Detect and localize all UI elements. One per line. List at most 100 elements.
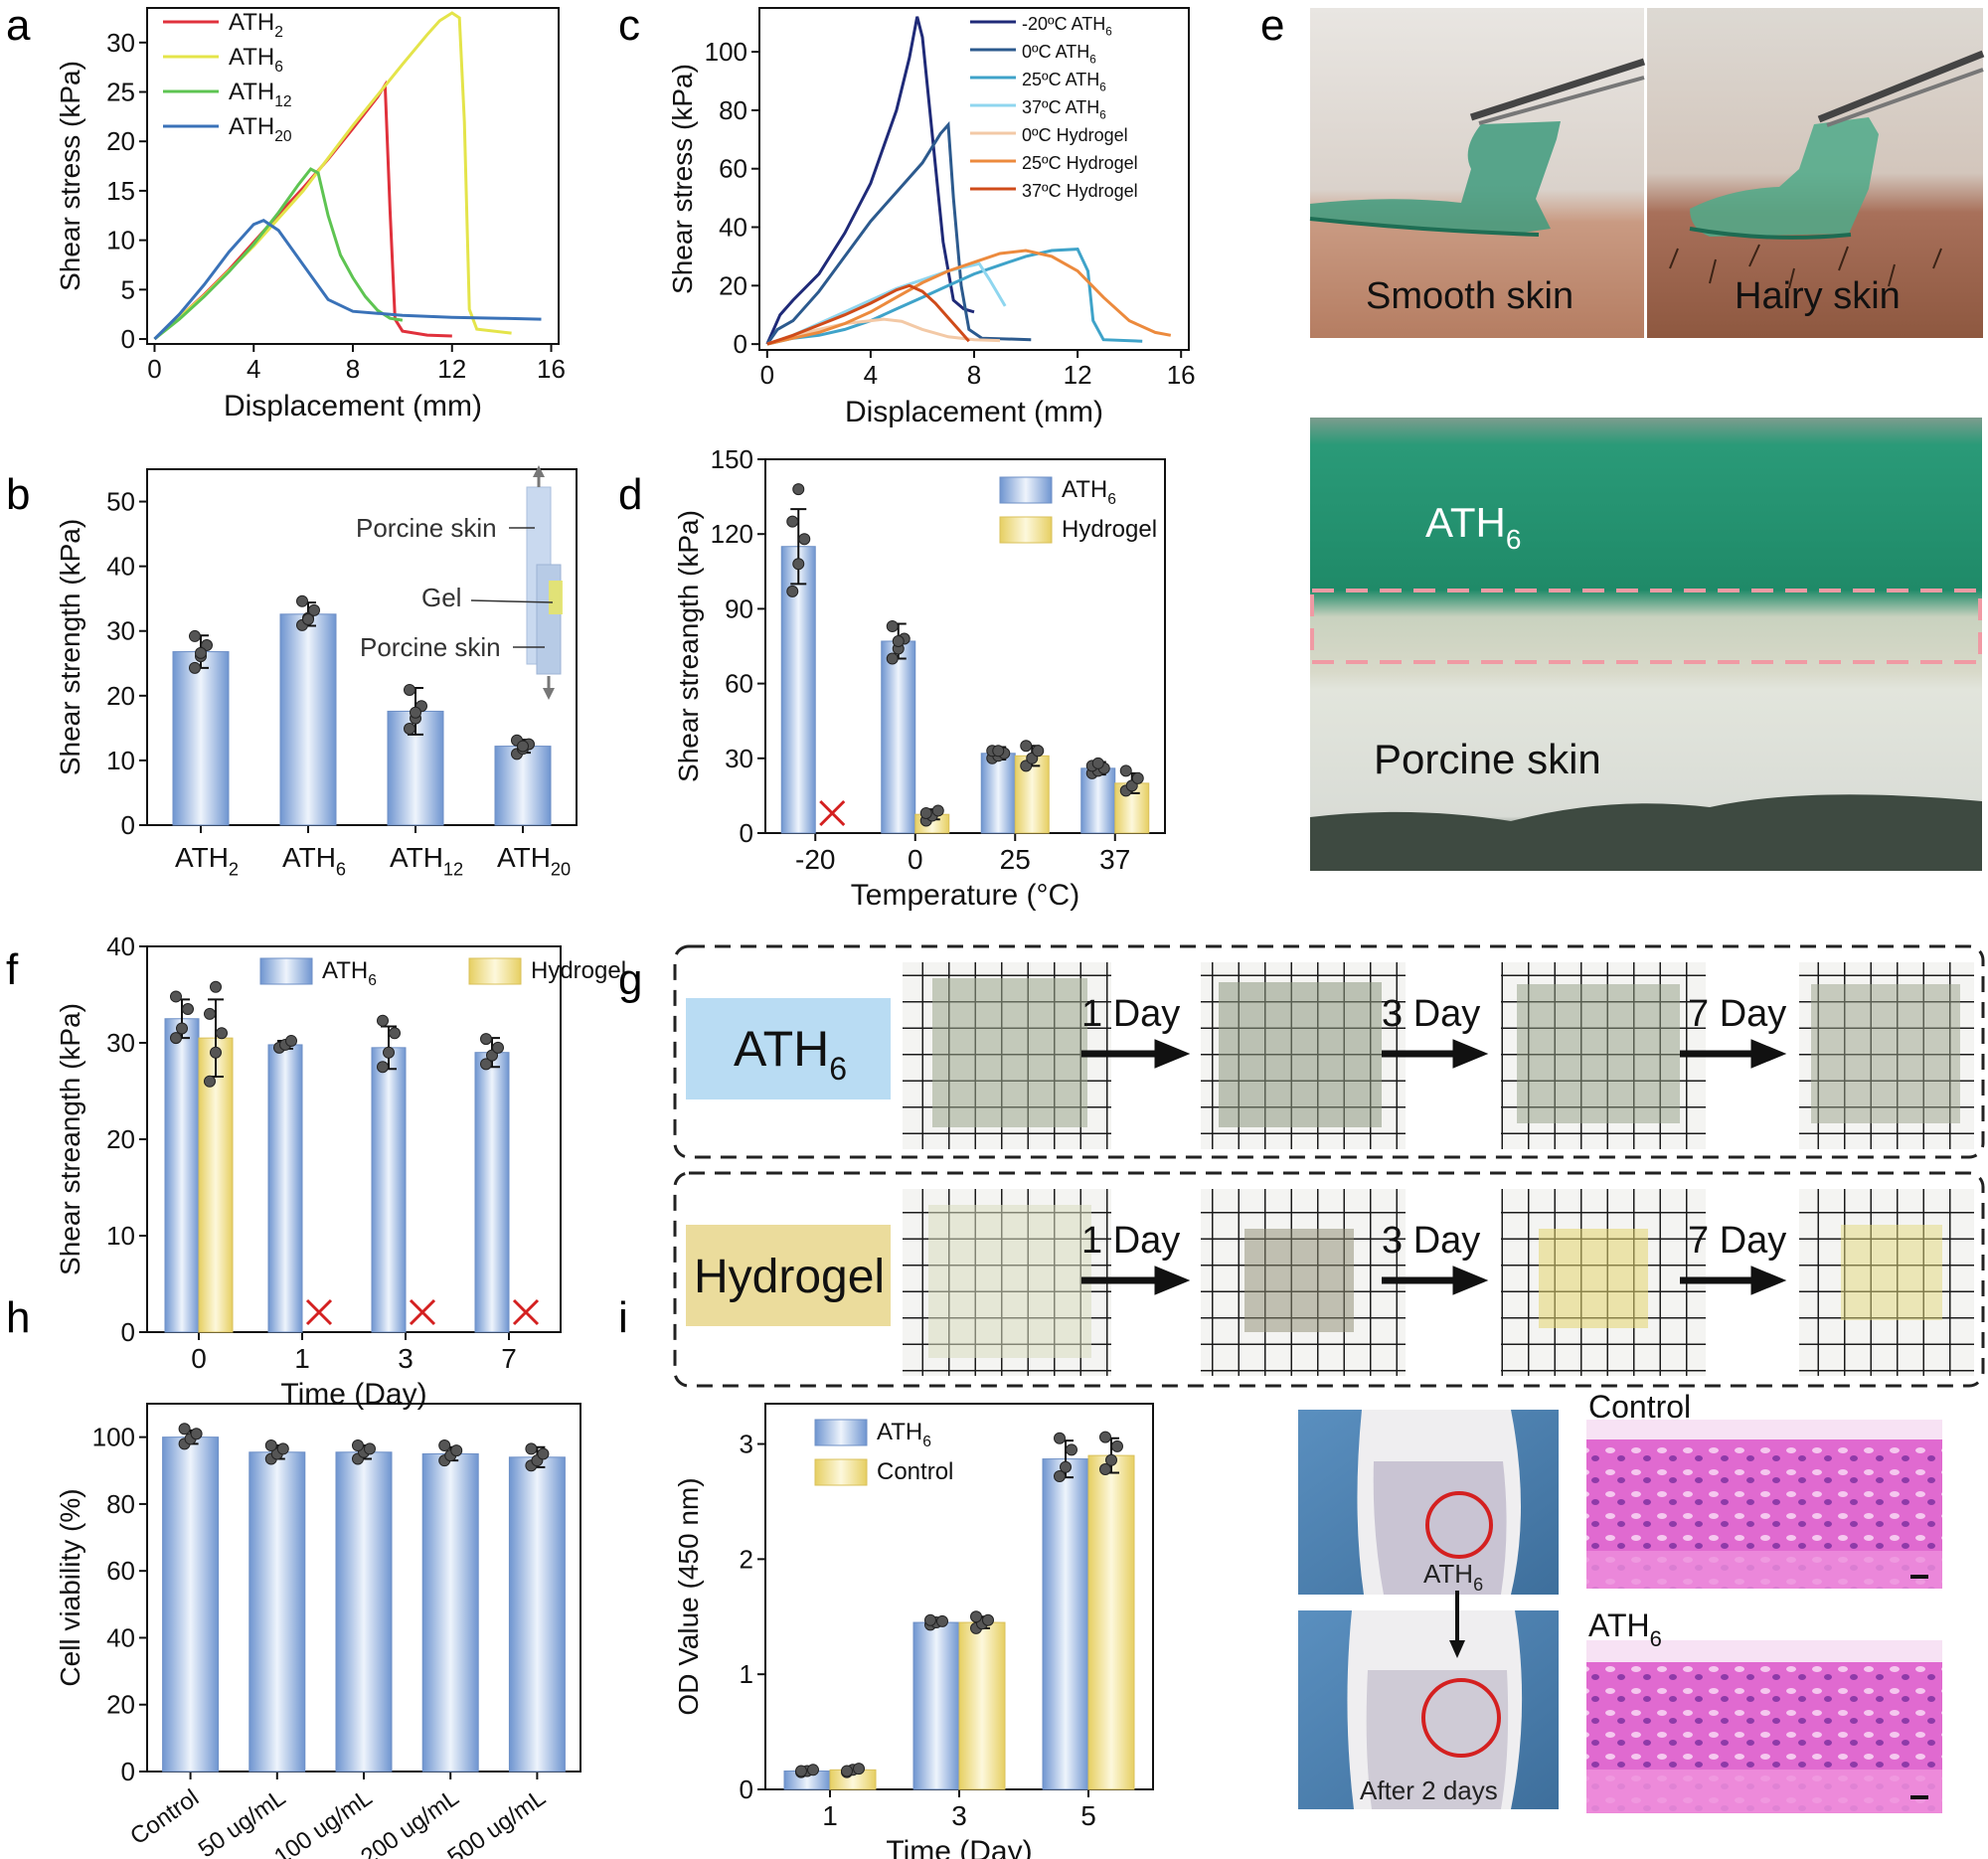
chart-h-ytick-label: 0 — [121, 1757, 135, 1786]
chart-c-series-line — [766, 283, 970, 346]
chart-d-data-point — [931, 804, 944, 817]
chart-c-series-line — [766, 248, 1143, 346]
chart-f-data-point — [170, 1032, 182, 1045]
chart-b-bar — [172, 651, 230, 826]
chart-f-data-point — [182, 1003, 194, 1016]
grid-photo-ath-day1 — [1201, 962, 1406, 1149]
chart-d-data-point — [1020, 740, 1033, 753]
chart-c-ytick-label: 0 — [734, 329, 747, 359]
chart-c-ytick-label: 80 — [719, 95, 747, 125]
group-box-ath — [673, 944, 1985, 1159]
chart-h-data-point — [525, 1442, 538, 1455]
panel-label-g: g — [618, 955, 642, 1004]
chart-i-data-point — [1105, 1453, 1117, 1466]
chart-a-ytick-label: 10 — [106, 226, 135, 255]
chart-i-legend-swatch — [814, 1458, 868, 1486]
chart-d-data-point — [886, 652, 899, 665]
chart-f-data-point — [383, 1046, 395, 1059]
chart-h-bar — [508, 1456, 566, 1773]
chart-d-xtick-label: 37 — [1099, 844, 1130, 875]
chart-i-bar — [958, 1621, 1006, 1790]
day-label-hydrogel-3: 3 Day — [1382, 1220, 1480, 1262]
chart-c-legend-label: 25ºC ATH6 — [1022, 70, 1106, 93]
chart-i-y-axis-label: OD Value (450 nm) — [673, 1477, 704, 1715]
chart-i-ytick-label: 1 — [740, 1659, 753, 1689]
chart-d-failed-cross — [819, 799, 846, 827]
chart-h-data-point — [264, 1439, 277, 1452]
chart-a-legend-label: ATH20 — [229, 113, 292, 145]
chart-i-data-point — [1111, 1439, 1123, 1452]
photo-hairy-skin: Hairy skin — [1647, 8, 1985, 338]
chart-a-series-line — [153, 167, 404, 341]
chart-i-xtick-label: 1 — [822, 1800, 838, 1831]
day-label-hydrogel-7: 7 Day — [1688, 1220, 1786, 1262]
chart-f-bar — [371, 1047, 407, 1333]
grid-photo-ath-day7 — [1799, 962, 1974, 1149]
chart-d-ytick-label: 60 — [725, 669, 753, 699]
chart-i-data-point — [924, 1613, 936, 1626]
chart-c-xtick-label: 12 — [1064, 360, 1092, 390]
chart-f-data-point — [377, 1061, 389, 1074]
chart-c-legend-label: 37ºC ATH6 — [1022, 97, 1106, 121]
chart-b-data-point — [296, 594, 308, 607]
chart-h-bar — [335, 1451, 393, 1773]
panel-label-a: a — [6, 1, 31, 50]
chart-h-xtick-label: 500 ug/mL — [442, 1784, 550, 1859]
chart-i-xtick-label: 3 — [951, 1800, 967, 1831]
chart-f-data-point — [210, 980, 222, 993]
chart-f-bar — [164, 1018, 200, 1333]
photo-mouse-after-2-days: After 2 days — [1298, 1610, 1559, 1809]
chart-i-data-point — [795, 1765, 807, 1777]
label-hairy-skin: Hairy skin — [1735, 275, 1901, 317]
chart-h-bar — [421, 1452, 479, 1773]
chart-a-xtick-label: 12 — [437, 354, 466, 384]
chart-a-ytick-label: 0 — [121, 324, 135, 354]
panel-label-b: b — [6, 470, 30, 519]
chart-i-bar — [912, 1621, 960, 1790]
chart-i-data-point — [1054, 1432, 1066, 1444]
chart-c-legend-label: 37ºC Hydrogel — [1022, 181, 1138, 201]
chart-d-data-point — [892, 634, 905, 647]
chart-h-data-point — [364, 1442, 376, 1455]
chart-i-ytick-label: 2 — [740, 1544, 753, 1574]
day-label-ath-3: 3 Day — [1382, 993, 1480, 1035]
chart-d-bar — [780, 546, 816, 834]
chart-c-xtick-label: 0 — [760, 360, 774, 390]
grid-photo-ath-day3 — [1501, 962, 1706, 1149]
chart-i-data-point — [853, 1763, 865, 1775]
chart-a-series-line — [153, 11, 512, 341]
chart-d-data-point — [786, 585, 799, 597]
chart-a-legend-label: ATH6 — [229, 44, 283, 76]
arrows-panel-g — [1081, 1039, 1787, 1295]
label-ath-row: ATH6 — [734, 1021, 847, 1087]
chart-d-ytick-label: 30 — [725, 744, 753, 773]
chart-d-legend-label: ATH6 — [1062, 476, 1116, 508]
chart-h-ytick-label: 100 — [92, 1423, 135, 1452]
chart-a-series-line — [153, 219, 542, 341]
chart-c-series-line — [765, 120, 1032, 345]
chart-f-data-point — [389, 1027, 401, 1040]
grid-photo-hydrogel-day3 — [1501, 1189, 1706, 1376]
chart-b-data-point — [201, 639, 213, 652]
photo-cross-section: ATH6 Porcine skin — [1310, 418, 1982, 871]
chart-f-data-point — [480, 1033, 492, 1046]
chart-h-y-axis-label: Cell viability (%) — [55, 1488, 85, 1686]
chart-i-od-value: 0 1 2 3 OD Value (450 nm) Time (Day) 1 3 5 ATH6 Co… — [673, 1403, 1154, 1859]
chart-i-data-point — [1060, 1460, 1072, 1473]
chart-f-bar — [198, 1037, 234, 1333]
grid-photo-ath-day0 — [903, 962, 1111, 1149]
chart-d-ytick-label: 150 — [711, 444, 753, 474]
label-ath-on-mouse: ATH6 — [1423, 1559, 1483, 1595]
chart-c-series-line — [766, 249, 1172, 346]
chart-a-legend-label: ATH2 — [229, 9, 283, 41]
chart-d-bar — [1014, 755, 1050, 834]
chart-b-bar — [494, 746, 552, 826]
day-label-ath-1: 1 Day — [1081, 993, 1180, 1035]
chart-f-legend-swatch — [259, 957, 313, 985]
label-after-2-days: After 2 days — [1360, 1775, 1498, 1805]
chart-i-data-point — [1099, 1463, 1111, 1476]
chart-d-data-point — [1131, 771, 1144, 784]
chart-b-data-point — [404, 723, 415, 736]
panel-label-i: i — [618, 1293, 628, 1342]
